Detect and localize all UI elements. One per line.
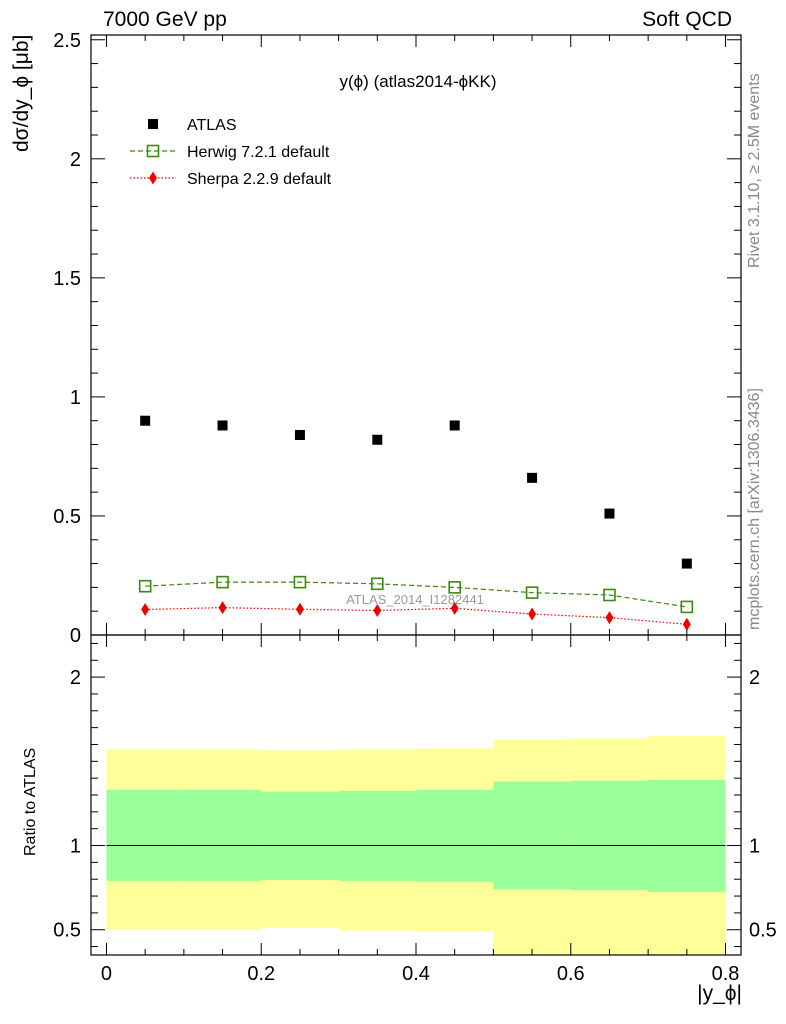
- ratio-inner-band-bin: [570, 780, 649, 891]
- ratio-inner-band-bin: [106, 789, 184, 881]
- ratio-inner-band-bin: [648, 779, 726, 892]
- y-tick-label: 2.5: [53, 30, 81, 52]
- y-tick-label: 1.5: [53, 268, 81, 290]
- legend-label: Herwig 7.2.1 default: [187, 144, 330, 161]
- legend-label: Sherpa 2.2.9 default: [187, 171, 332, 188]
- mc-point: [680, 600, 694, 614]
- y-tick-label: 0: [70, 625, 81, 647]
- series-line: [145, 581, 687, 608]
- x-tick-label: 0.6: [557, 963, 585, 985]
- mc-point: [448, 581, 461, 594]
- ratio-inner-band-bin: [338, 790, 416, 881]
- y-tick-label: 0.5: [53, 506, 81, 528]
- legend-marker: [149, 171, 157, 185]
- data-point: [604, 508, 615, 519]
- ratio-y-tick-label: 1: [749, 836, 760, 858]
- mc-point: [371, 577, 384, 591]
- x-tick-label: 0.2: [247, 963, 275, 985]
- mc-point: [603, 588, 616, 602]
- data-point: [527, 472, 538, 483]
- legend-marker: [146, 144, 160, 158]
- mc-point: [525, 586, 539, 599]
- mc-point: [450, 601, 459, 615]
- ratio-inner-band-bin: [183, 789, 262, 881]
- axis-ticks: [91, 35, 741, 955]
- data-point: [449, 420, 460, 431]
- tick-labels: 0 0.2 0.4 0.6 0.8 0 0.5 1 1.5 2 2.5 0.5 0.5 1 1 2 2: [53, 30, 777, 985]
- mc-point: [218, 601, 227, 615]
- data-point: [217, 420, 228, 431]
- series-line: [145, 607, 687, 625]
- x-tick-label: 0.4: [402, 963, 430, 985]
- mc-point: [528, 607, 537, 621]
- data-markers: [138, 415, 694, 631]
- data-point: [294, 430, 305, 440]
- y-tick-label: 1: [70, 387, 81, 409]
- data-point: [140, 415, 151, 426]
- analysis-watermark: ATLAS_2014_I1282441: [346, 592, 484, 607]
- mc-point: [373, 603, 382, 617]
- legend-label: ATLAS: [187, 117, 237, 134]
- ratio-inner-band-bin: [493, 781, 571, 890]
- ratio-inner-band-bin: [416, 789, 494, 882]
- ratio-inner-band-bin: [261, 791, 339, 881]
- ratio-y-tick-label: 0.5: [749, 920, 777, 942]
- mc-point: [138, 579, 152, 593]
- ratio-bands: [106, 736, 726, 955]
- mc-point: [141, 603, 150, 617]
- ratio-y-tick-label: 0.5: [53, 920, 81, 942]
- series-lines: [145, 581, 687, 625]
- data-point: [372, 434, 383, 445]
- x-axis-label: |y_ϕ|: [697, 982, 742, 1005]
- x-tick-label: 0.8: [712, 963, 740, 985]
- header-left: 7000 GeV pp: [103, 8, 227, 31]
- ratio-y-tick-label: 2: [749, 667, 760, 689]
- mc-point: [295, 602, 304, 616]
- data-point: [681, 558, 692, 569]
- plot-title: y(ϕ) (atlas2014-ϕKK): [340, 72, 497, 91]
- legend-marker: [148, 119, 158, 129]
- ratio-y-tick-label: 2: [70, 667, 81, 689]
- header-right: Soft QCD: [642, 8, 732, 31]
- ratio-y-tick-label: 1: [70, 836, 81, 858]
- mc-point: [605, 611, 614, 625]
- legend: ATLAS Herwig 7.2.1 default Sherpa 2.2.9 de…: [130, 117, 332, 188]
- mc-point: [216, 575, 229, 589]
- y-tick-label: 2: [70, 149, 81, 171]
- x-tick-label: 0: [101, 963, 112, 985]
- mc-point: [682, 617, 691, 631]
- mc-point: [293, 575, 307, 589]
